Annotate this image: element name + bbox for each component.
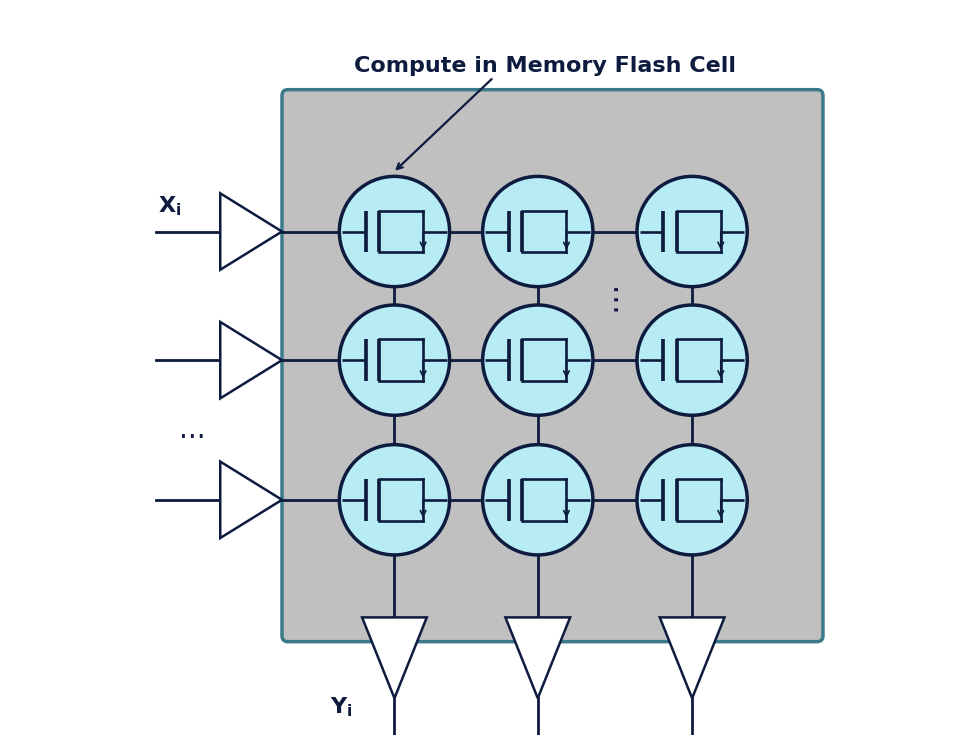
Polygon shape <box>220 322 282 398</box>
Circle shape <box>637 445 748 555</box>
Circle shape <box>483 176 593 287</box>
Polygon shape <box>506 617 570 698</box>
Circle shape <box>339 305 450 415</box>
Polygon shape <box>363 617 426 698</box>
Circle shape <box>637 176 748 287</box>
Circle shape <box>637 305 748 415</box>
FancyBboxPatch shape <box>282 90 823 642</box>
Text: $\mathbf{Y_i}$: $\mathbf{Y_i}$ <box>330 695 353 719</box>
Polygon shape <box>220 462 282 538</box>
Circle shape <box>339 176 450 287</box>
Text: ⋯: ⋯ <box>601 280 629 311</box>
Polygon shape <box>220 193 282 270</box>
Text: ...: ... <box>179 416 206 444</box>
Polygon shape <box>660 617 724 698</box>
Circle shape <box>339 445 450 555</box>
Text: Compute in Memory Flash Cell: Compute in Memory Flash Cell <box>354 56 736 76</box>
Circle shape <box>483 305 593 415</box>
Text: $\mathbf{X_i}$: $\mathbf{X_i}$ <box>158 194 181 218</box>
Circle shape <box>483 445 593 555</box>
